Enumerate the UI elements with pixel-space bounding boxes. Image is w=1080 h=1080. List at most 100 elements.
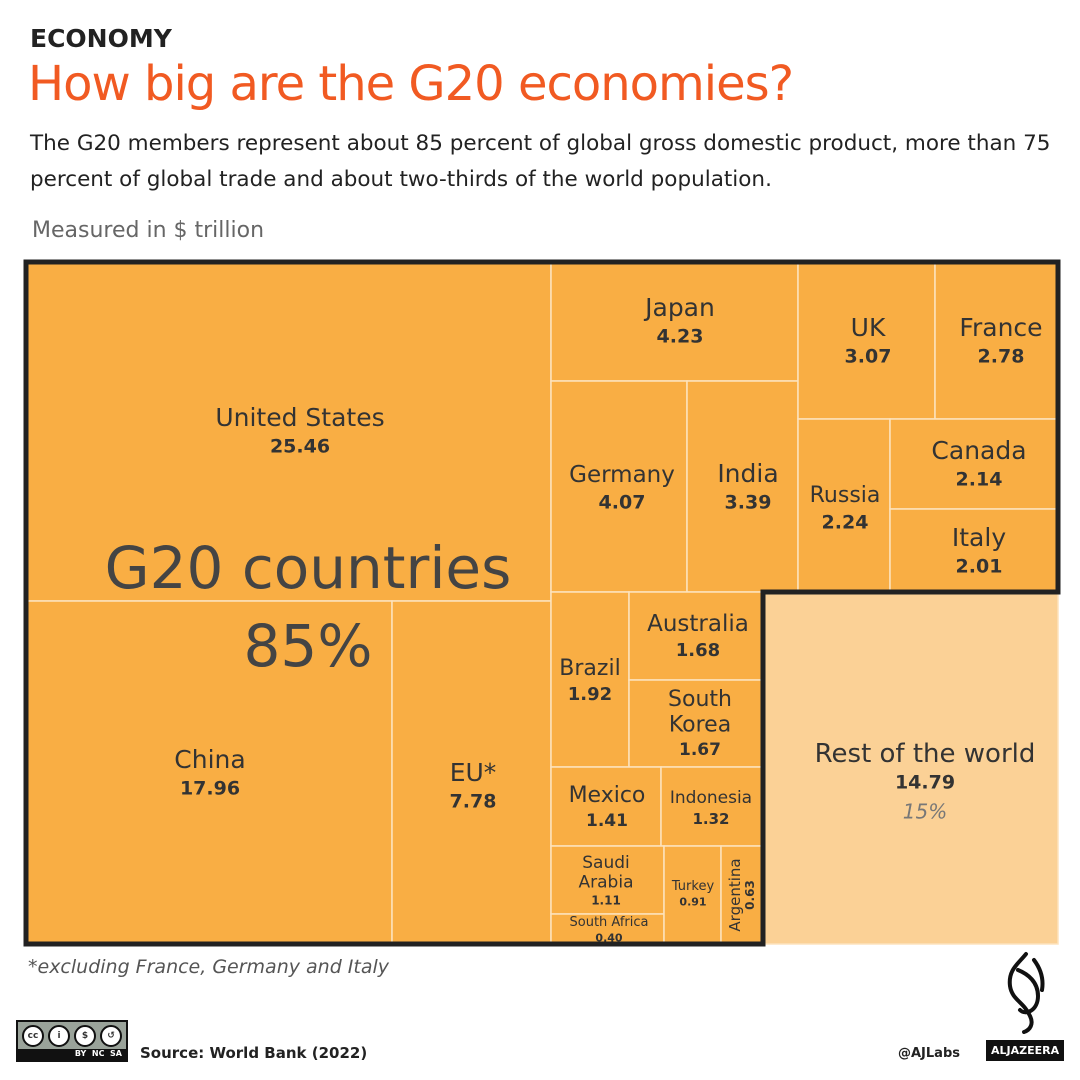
tile-rect xyxy=(797,418,891,593)
tile-value: 2.14 xyxy=(956,469,1003,491)
tile-uk: UK 3.07 xyxy=(797,261,936,420)
tile-eu: EU* 7.78 xyxy=(391,600,552,945)
tile-name: Argentina xyxy=(726,858,744,931)
sa-icon: ↺ xyxy=(100,1025,122,1047)
tile-rect xyxy=(25,261,552,602)
tile-name: Italy xyxy=(952,523,1006,552)
tile-name: UK xyxy=(851,313,886,342)
brand-logo: ALJAZEERA xyxy=(986,1040,1065,1061)
kicker: ECONOMY xyxy=(30,24,172,53)
creative-commons-badge: cc i $ ↺ BY NC SA xyxy=(16,1020,128,1062)
tile-value: 2.78 xyxy=(978,346,1025,368)
tile-rect xyxy=(391,600,552,945)
tile-name: South xyxy=(668,687,732,712)
tile-rect xyxy=(550,261,799,382)
tile-rect xyxy=(550,845,665,915)
tile-share: 15% xyxy=(903,800,947,824)
tile-name: South Africa xyxy=(570,915,649,930)
chart-title: How big are the G20 economies? xyxy=(28,56,794,112)
tile-value: 14.79 xyxy=(895,772,955,794)
tile-value: 0.40 xyxy=(595,931,622,944)
tile-brazil: Brazil 1.92 xyxy=(550,591,630,768)
tile-name: France xyxy=(959,313,1042,342)
tile-name: Canada xyxy=(931,436,1026,465)
by-icon: i xyxy=(48,1025,70,1047)
tile-rect xyxy=(25,600,393,945)
tile-value: 3.39 xyxy=(725,492,772,514)
tile-russia: Russia 2.24 xyxy=(797,418,891,593)
tile-value: 1.68 xyxy=(676,640,720,661)
handle: @AJLabs xyxy=(898,1046,960,1061)
tile-value: 1.67 xyxy=(679,740,721,760)
tile-value: 0.91 xyxy=(679,895,706,908)
tile-rect xyxy=(889,508,1059,593)
tile-rect xyxy=(550,591,630,768)
group-share: 85% xyxy=(244,612,373,680)
tile-value: 4.23 xyxy=(657,326,704,348)
g20-border xyxy=(23,259,1061,947)
tile-value: 0.63 xyxy=(743,880,757,910)
chart-subtitle: The G20 members represent about 85 perce… xyxy=(30,131,1051,192)
tile-value: 1.11 xyxy=(591,893,621,907)
tile-rect xyxy=(686,380,799,593)
tile-rest-of-the-world: Rest of the world 14.79 15% xyxy=(762,591,1059,945)
tile-value: 3.07 xyxy=(845,346,892,368)
tile-name: Japan xyxy=(643,293,715,322)
tile-name: Indonesia xyxy=(670,788,752,808)
tile-china: China 17.96 xyxy=(25,600,393,945)
tile-name: Brazil xyxy=(559,656,620,681)
tile-value: 1.41 xyxy=(586,811,628,831)
tile-name: Australia xyxy=(647,611,749,637)
tile-value: 7.78 xyxy=(450,791,497,813)
tile-name: Russia xyxy=(810,483,881,508)
tile-name: Turkey xyxy=(671,879,715,894)
tile-name: United States xyxy=(215,403,384,432)
tile-rect xyxy=(550,766,662,847)
tile-japan: Japan 4.23 xyxy=(550,261,799,382)
license-labels: BY NC SA xyxy=(18,1049,126,1060)
tile-value: 2.24 xyxy=(822,512,869,534)
tile-value: 1.92 xyxy=(568,684,612,705)
tile-france: France 2.78 xyxy=(934,261,1059,420)
tile-name: EU* xyxy=(450,758,497,787)
tile-italy: Italy 2.01 xyxy=(889,508,1059,593)
tile-name: Arabia xyxy=(579,873,634,893)
tile-name: Mexico xyxy=(569,783,646,808)
tile-rect xyxy=(762,591,1059,945)
aljazeera-logo-icon xyxy=(1007,952,1045,1034)
tile-indonesia: Indonesia 1.32 xyxy=(660,766,764,847)
unit-label: Measured in $ trillion xyxy=(32,218,265,243)
footnote: *excluding France, Germany and Italy xyxy=(28,956,390,978)
tile-name: Saudi xyxy=(582,853,630,873)
tile-name: Korea xyxy=(669,712,731,737)
tile-name: China xyxy=(174,745,245,774)
tile-mexico: Mexico 1.41 xyxy=(550,766,662,847)
tile-rect xyxy=(797,261,936,420)
tile-value: 4.07 xyxy=(599,492,646,514)
tile-rect xyxy=(550,380,688,593)
tile-rect xyxy=(889,418,1059,510)
tile-india: India 3.39 xyxy=(686,380,799,593)
tile-australia: Australia 1.68 xyxy=(628,591,764,681)
tile-name: Germany xyxy=(569,462,675,488)
tile-rect xyxy=(628,591,764,681)
tile-value: 2.01 xyxy=(956,556,1003,578)
tile-argentina: Argentina 0.63 xyxy=(720,845,764,945)
tile-rect xyxy=(934,261,1059,420)
tile-name: India xyxy=(717,459,778,488)
tile-value: 17.96 xyxy=(180,778,240,800)
nc-icon: $ xyxy=(74,1025,96,1047)
cc-icon: cc xyxy=(22,1025,44,1047)
tile-name: Rest of the world xyxy=(815,739,1036,769)
tile-canada: Canada 2.14 xyxy=(889,418,1059,510)
tile-germany: Germany 4.07 xyxy=(550,380,688,593)
group-label: G20 countries xyxy=(105,534,512,602)
tile-value: 25.46 xyxy=(270,436,330,458)
tile-united-states: United States 25.46 xyxy=(25,261,552,602)
source: Source: World Bank (2022) xyxy=(140,1044,368,1062)
